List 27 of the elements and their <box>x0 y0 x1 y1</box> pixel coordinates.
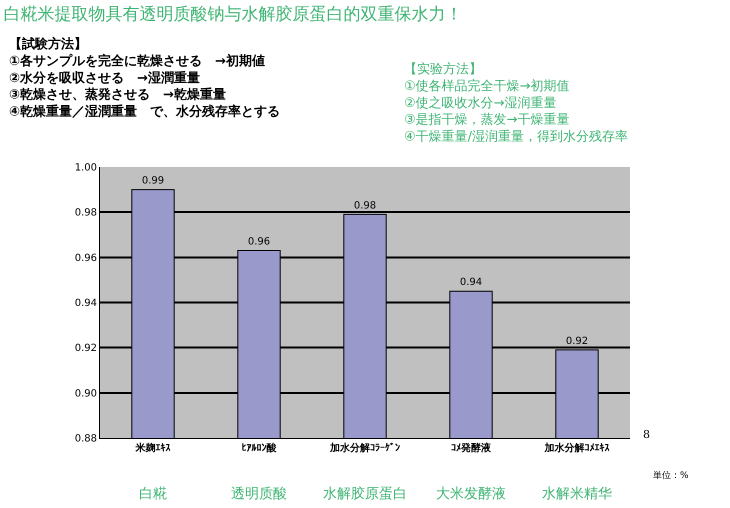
y-tick-label: 0.98 <box>74 208 97 219</box>
text: 【实验方法】 ①使各样品完全干燥→初期值 ②使之吸收水分→湿润重量 ③是指干燥，蒸发→干燥重量 ④干燥重量/湿润重量，得到水分残存率 <box>404 61 628 145</box>
data-label: 0.98 <box>354 200 376 212</box>
x-tick-label: 米麹ｴｷｽ <box>134 442 170 454</box>
x-tick-label: ﾋｱﾙﾛﾝ酸 <box>242 442 278 454</box>
y-tick-label: 0.88 <box>74 434 97 444</box>
text: 白糀 <box>139 486 167 502</box>
x-tick-label: ｺﾒ発酵液 <box>451 442 492 454</box>
data-label: 0.94 <box>460 277 482 288</box>
text: 単位：% <box>653 470 689 481</box>
y-tick-label: 0.92 <box>74 343 97 354</box>
text: 【試験方法】 ①各サンプルを完全に乾燥させる →初期値 ②水分を吸収させる →湿潤重量 ③乾燥させ、蒸発させる →乾燥重量 ④乾燥重量／湿潤重量 で、水分残存率とする <box>9 36 280 120</box>
data-label: 0.96 <box>248 236 270 248</box>
y-tick-label: 0.96 <box>74 252 97 264</box>
data-label: 0.99 <box>142 176 164 187</box>
x-tick-label: 加水分解ｺﾒｴｷｽ <box>544 442 610 454</box>
chart-title: 白糀米提取物具有透明质酸钠与水解胶原蛋白的双重保水力！ <box>4 4 463 25</box>
text: 水解米精华 <box>542 486 612 502</box>
x-tick-label: 加水分解ｺﾗｰｹﾞﾝ <box>329 442 400 454</box>
data-label: 0.92 <box>566 336 588 347</box>
text: 透明质酸 <box>231 486 287 502</box>
y-tick-label: 0.94 <box>74 298 97 309</box>
text: 水解胶原蛋白 <box>323 486 407 502</box>
y-tick-label: 0.90 <box>74 388 97 400</box>
text: 8 <box>643 428 650 441</box>
y-tick-label: 1.00 <box>74 162 97 174</box>
text: 大米发酵液 <box>436 486 506 502</box>
